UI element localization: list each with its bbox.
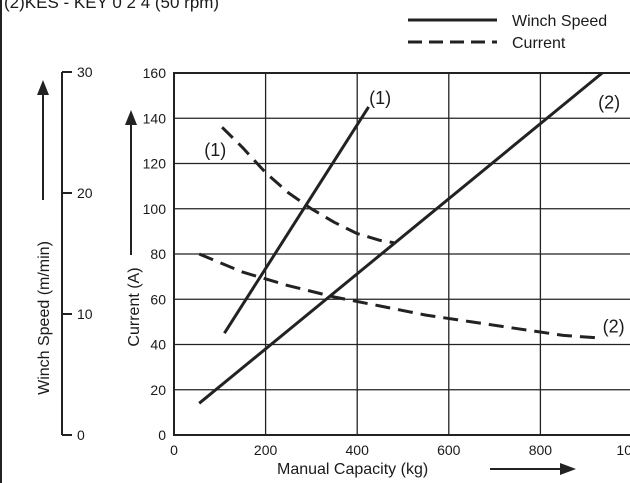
y-tick-label-20: 20	[150, 382, 166, 398]
x-tick-label-1000: 1000	[616, 442, 630, 458]
y-tick-label-160: 160	[143, 65, 167, 81]
y-tick-label-120: 120	[143, 156, 167, 172]
winch-speed-tick-label-0: 0	[77, 427, 85, 443]
winch-speed-axis: 30 20 10 0 Winch Speed (m/min)	[36, 64, 93, 443]
winch-speed-tick-label-20: 20	[77, 185, 93, 201]
series-current-2	[198, 252, 596, 340]
annotation-3: (2)	[603, 316, 625, 336]
winch-speed-arrow-icon	[37, 80, 49, 95]
y-tick-label-140: 140	[143, 110, 167, 126]
series-annotations: (1) (1) (2) (2)	[204, 88, 624, 337]
y-tick-label-100: 100	[143, 201, 167, 217]
y-tick-label-80: 80	[150, 246, 166, 262]
winch-speed-tick-label-30: 30	[77, 64, 93, 80]
legend-label-winch-speed: Winch Speed	[512, 13, 607, 30]
series-speed-2	[198, 71, 604, 405]
x-tick-label-800: 800	[529, 442, 553, 458]
x-axis-label: Manual Capacity (kg)	[277, 461, 428, 478]
y-tick-label-40: 40	[150, 337, 166, 353]
x-tick-label-200: 200	[254, 442, 278, 458]
capacity-arrow-icon	[560, 463, 576, 475]
legend-label-current: Current	[512, 35, 566, 52]
grid-lines	[174, 73, 630, 435]
chart-title: (2)KES - KEY 0 2 4 (50 rpm)	[4, 0, 219, 12]
winch-speed-axis-label: Winch Speed (m/min)	[36, 241, 53, 395]
plot-area-frame	[173, 72, 630, 436]
y-tick-label-60: 60	[150, 291, 166, 307]
current-arrow-icon	[125, 110, 137, 125]
series-current-1	[221, 126, 395, 245]
annotation-1: (1)	[204, 140, 226, 160]
legend: Winch Speed Current	[408, 13, 607, 52]
series-speed-1	[223, 106, 370, 335]
series-lines	[198, 71, 604, 405]
x-tick-label-400: 400	[346, 442, 370, 458]
annotation-2: (2)	[598, 92, 620, 112]
x-tick-label-600: 600	[437, 442, 461, 458]
x-tick-label-0: 0	[170, 442, 178, 458]
winch-speed-tick-label-10: 10	[77, 306, 93, 322]
current-axis-label: Current (A)	[126, 267, 143, 346]
tick-labels: 0 200 400 600 800 1000 0 20 40 60 80 100 120 140 160	[143, 65, 630, 458]
annotation-0: (1)	[369, 88, 391, 108]
y-tick-label-0: 0	[158, 427, 166, 443]
